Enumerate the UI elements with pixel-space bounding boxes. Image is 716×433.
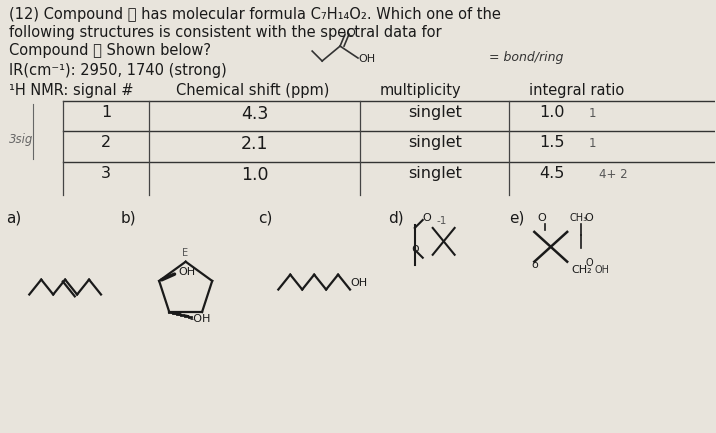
Text: 1.5: 1.5: [539, 135, 565, 149]
Text: 2: 2: [101, 135, 111, 149]
Text: 1: 1: [589, 136, 596, 149]
Text: d): d): [388, 210, 404, 225]
Text: signal #: signal #: [73, 83, 134, 98]
Text: 1.0: 1.0: [241, 166, 268, 184]
Text: c): c): [258, 210, 273, 225]
Text: -OH: -OH: [189, 314, 211, 324]
Text: Chemical shift (ppm): Chemical shift (ppm): [175, 83, 329, 98]
Text: 1.0: 1.0: [539, 105, 565, 120]
Text: 2.1: 2.1: [241, 135, 268, 152]
Text: = bond/ring: = bond/ring: [490, 51, 564, 64]
Text: singlet: singlet: [408, 166, 462, 181]
Text: (12) Compound ⓙ has molecular formula C₇H₁₄O₂. Which one of the: (12) Compound ⓙ has molecular formula C₇…: [9, 7, 501, 23]
Text: integral ratio: integral ratio: [529, 83, 624, 98]
Text: a): a): [6, 210, 21, 225]
Text: 3sig: 3sig: [9, 132, 34, 145]
Text: 1: 1: [589, 107, 596, 120]
Text: 3: 3: [101, 166, 111, 181]
Text: O: O: [584, 213, 593, 223]
Text: OH: OH: [178, 267, 195, 277]
Text: O: O: [422, 213, 432, 223]
Text: singlet: singlet: [408, 105, 462, 120]
Text: 4.3: 4.3: [241, 105, 268, 123]
Text: o: o: [411, 242, 418, 255]
Text: 4+ 2: 4+ 2: [599, 168, 628, 181]
Text: O: O: [537, 213, 546, 223]
Text: OH: OH: [358, 54, 375, 64]
Text: OH: OH: [350, 278, 367, 288]
Text: singlet: singlet: [408, 135, 462, 149]
Text: o: o: [531, 260, 538, 270]
Text: following structures is consistent with the spectral data for: following structures is consistent with …: [9, 25, 442, 40]
Text: Compound ⓙ Shown below?: Compound ⓙ Shown below?: [9, 43, 211, 58]
Text: O: O: [585, 258, 593, 268]
Text: CH₃: CH₃: [569, 213, 587, 223]
Text: b): b): [121, 210, 137, 225]
Text: 1: 1: [101, 105, 111, 120]
Text: IR(cm⁻¹): 2950, 1740 (strong): IR(cm⁻¹): 2950, 1740 (strong): [9, 63, 227, 78]
Text: -1: -1: [437, 216, 447, 226]
Text: multiplicity: multiplicity: [380, 83, 462, 98]
Text: O: O: [346, 28, 355, 38]
Text: CH₂: CH₂: [571, 265, 592, 275]
Text: E: E: [182, 248, 188, 258]
Text: e): e): [509, 210, 525, 225]
Text: 4.5: 4.5: [539, 166, 565, 181]
Text: ¹H NMR:: ¹H NMR:: [9, 83, 69, 98]
Text: OH: OH: [594, 265, 609, 275]
